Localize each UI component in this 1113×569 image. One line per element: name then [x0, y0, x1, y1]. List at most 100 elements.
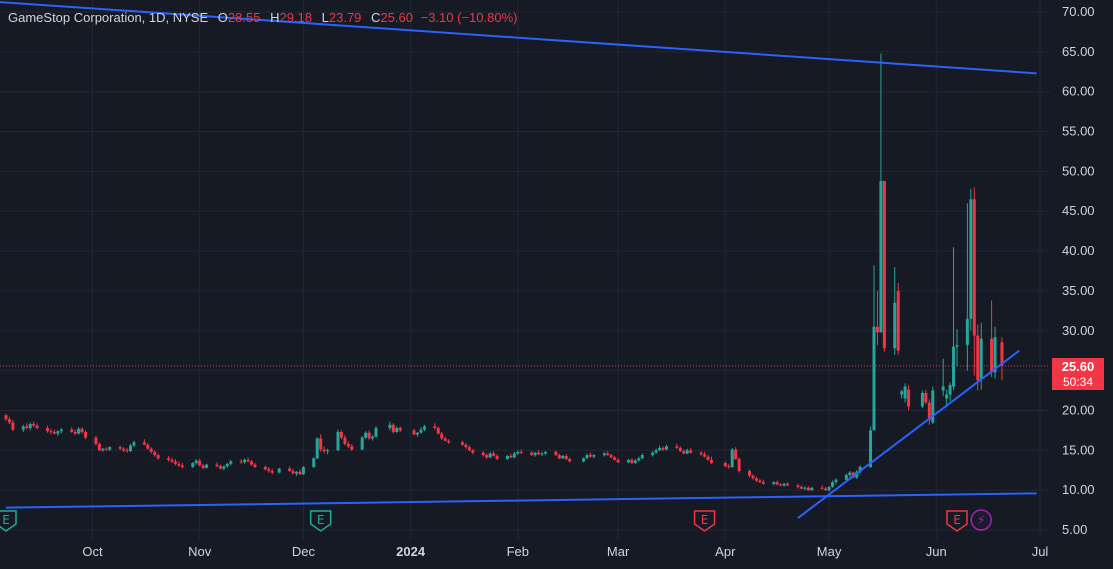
candle-body [557, 455, 561, 459]
candle-body [758, 480, 762, 483]
time-axis[interactable]: Oct Nov Dec 2024 Feb Mar Apr May Jun Jul [82, 544, 1048, 559]
x-tick-label: Apr [715, 544, 736, 559]
candle-body [633, 460, 637, 464]
candle-body [422, 426, 426, 430]
candle-body [222, 466, 226, 469]
candle-body [205, 464, 209, 468]
candle-body [537, 452, 541, 455]
candle-body [772, 482, 776, 484]
candle-body [156, 455, 160, 459]
y-tick-label: 10.00 [1062, 482, 1095, 497]
candle-body [654, 450, 658, 453]
candle-body [844, 475, 848, 480]
candle-body [585, 455, 589, 459]
candle-body [146, 444, 150, 449]
candle-body [225, 463, 229, 467]
candle-body [343, 437, 347, 444]
candle-body [21, 426, 25, 430]
candles [4, 53, 1004, 492]
candle-body [263, 467, 267, 470]
candle-body [319, 438, 323, 450]
candle-body [993, 337, 997, 373]
symbol-legend[interactable]: GameStop Corporation, 1D, NYSE O28.55 H2… [8, 10, 517, 25]
candle-body [709, 459, 713, 464]
close-value: 25.60 [380, 10, 413, 25]
candle-body [101, 448, 105, 451]
candle-body [786, 483, 790, 486]
low-value: 23.79 [328, 10, 362, 25]
candle-body [35, 425, 39, 428]
candle-body [685, 450, 689, 454]
candle-body [903, 386, 907, 399]
candle-body [965, 318, 969, 346]
candle-body [440, 433, 444, 439]
trendlines [0, 1, 1037, 519]
candle-body [803, 487, 807, 489]
candle-body [59, 429, 63, 432]
candle-body [990, 338, 994, 373]
candle-body [177, 463, 181, 466]
candle-body [512, 453, 516, 458]
candle-body [398, 427, 402, 431]
candle-body [371, 436, 375, 439]
candle-body [796, 485, 800, 487]
candle-body [827, 486, 831, 491]
candle-body [291, 471, 295, 474]
candle-body [367, 432, 371, 439]
candle-body [80, 428, 84, 432]
candle-body [554, 451, 558, 456]
candle-body [294, 471, 298, 474]
candle-body [49, 431, 53, 433]
candle-body [32, 424, 36, 426]
candle-body [142, 442, 146, 445]
candle-body [675, 446, 679, 448]
candle-body [270, 471, 274, 473]
candle-body [122, 448, 126, 451]
x-tick-label: Jun [926, 544, 947, 559]
candle-body [336, 431, 340, 451]
candle-body [734, 449, 738, 460]
candle-body [748, 471, 752, 476]
candle-body [253, 464, 257, 468]
candle-body [848, 472, 852, 476]
price-axis[interactable]: 5.0010.0015.0020.0025.0030.0035.0040.004… [1062, 4, 1095, 537]
candle-body [485, 455, 489, 458]
candle-body [564, 455, 568, 460]
candle-body [806, 487, 810, 491]
candle-body [606, 453, 610, 456]
candle-body [467, 447, 471, 451]
y-tick-label: 40.00 [1062, 243, 1095, 258]
candle-body [831, 482, 835, 487]
candle-body [218, 466, 222, 469]
candle-body [464, 444, 468, 448]
x-tick-label: Oct [82, 544, 103, 559]
candle-body [173, 461, 177, 464]
candle-body [727, 466, 731, 468]
earnings-event-icon [0, 510, 17, 532]
candle-body [706, 456, 710, 460]
candle-body [678, 447, 682, 452]
earnings-event-icon [693, 510, 716, 532]
candle-body [703, 454, 707, 457]
candle-body [419, 429, 423, 433]
candle-body [104, 448, 108, 450]
candle-body [799, 486, 803, 489]
candle-body [761, 482, 765, 484]
earnings-event-icon [946, 510, 968, 532]
candle-body [754, 478, 758, 481]
y-tick-label: 65.00 [1062, 44, 1095, 59]
open-value: 28.55 [227, 10, 261, 25]
candle-body [298, 471, 302, 475]
event-markers: E E E E ⚡ [0, 509, 992, 532]
candle-body [215, 464, 219, 467]
candle-body [25, 426, 29, 428]
candle-body [288, 468, 292, 472]
candle-body [616, 459, 620, 463]
candle-body [582, 458, 586, 462]
candle-body [97, 443, 101, 451]
candle-body [810, 487, 814, 491]
x-tick-label: Mar [607, 544, 630, 559]
low-label: L [321, 10, 329, 25]
candle-body [626, 459, 630, 463]
